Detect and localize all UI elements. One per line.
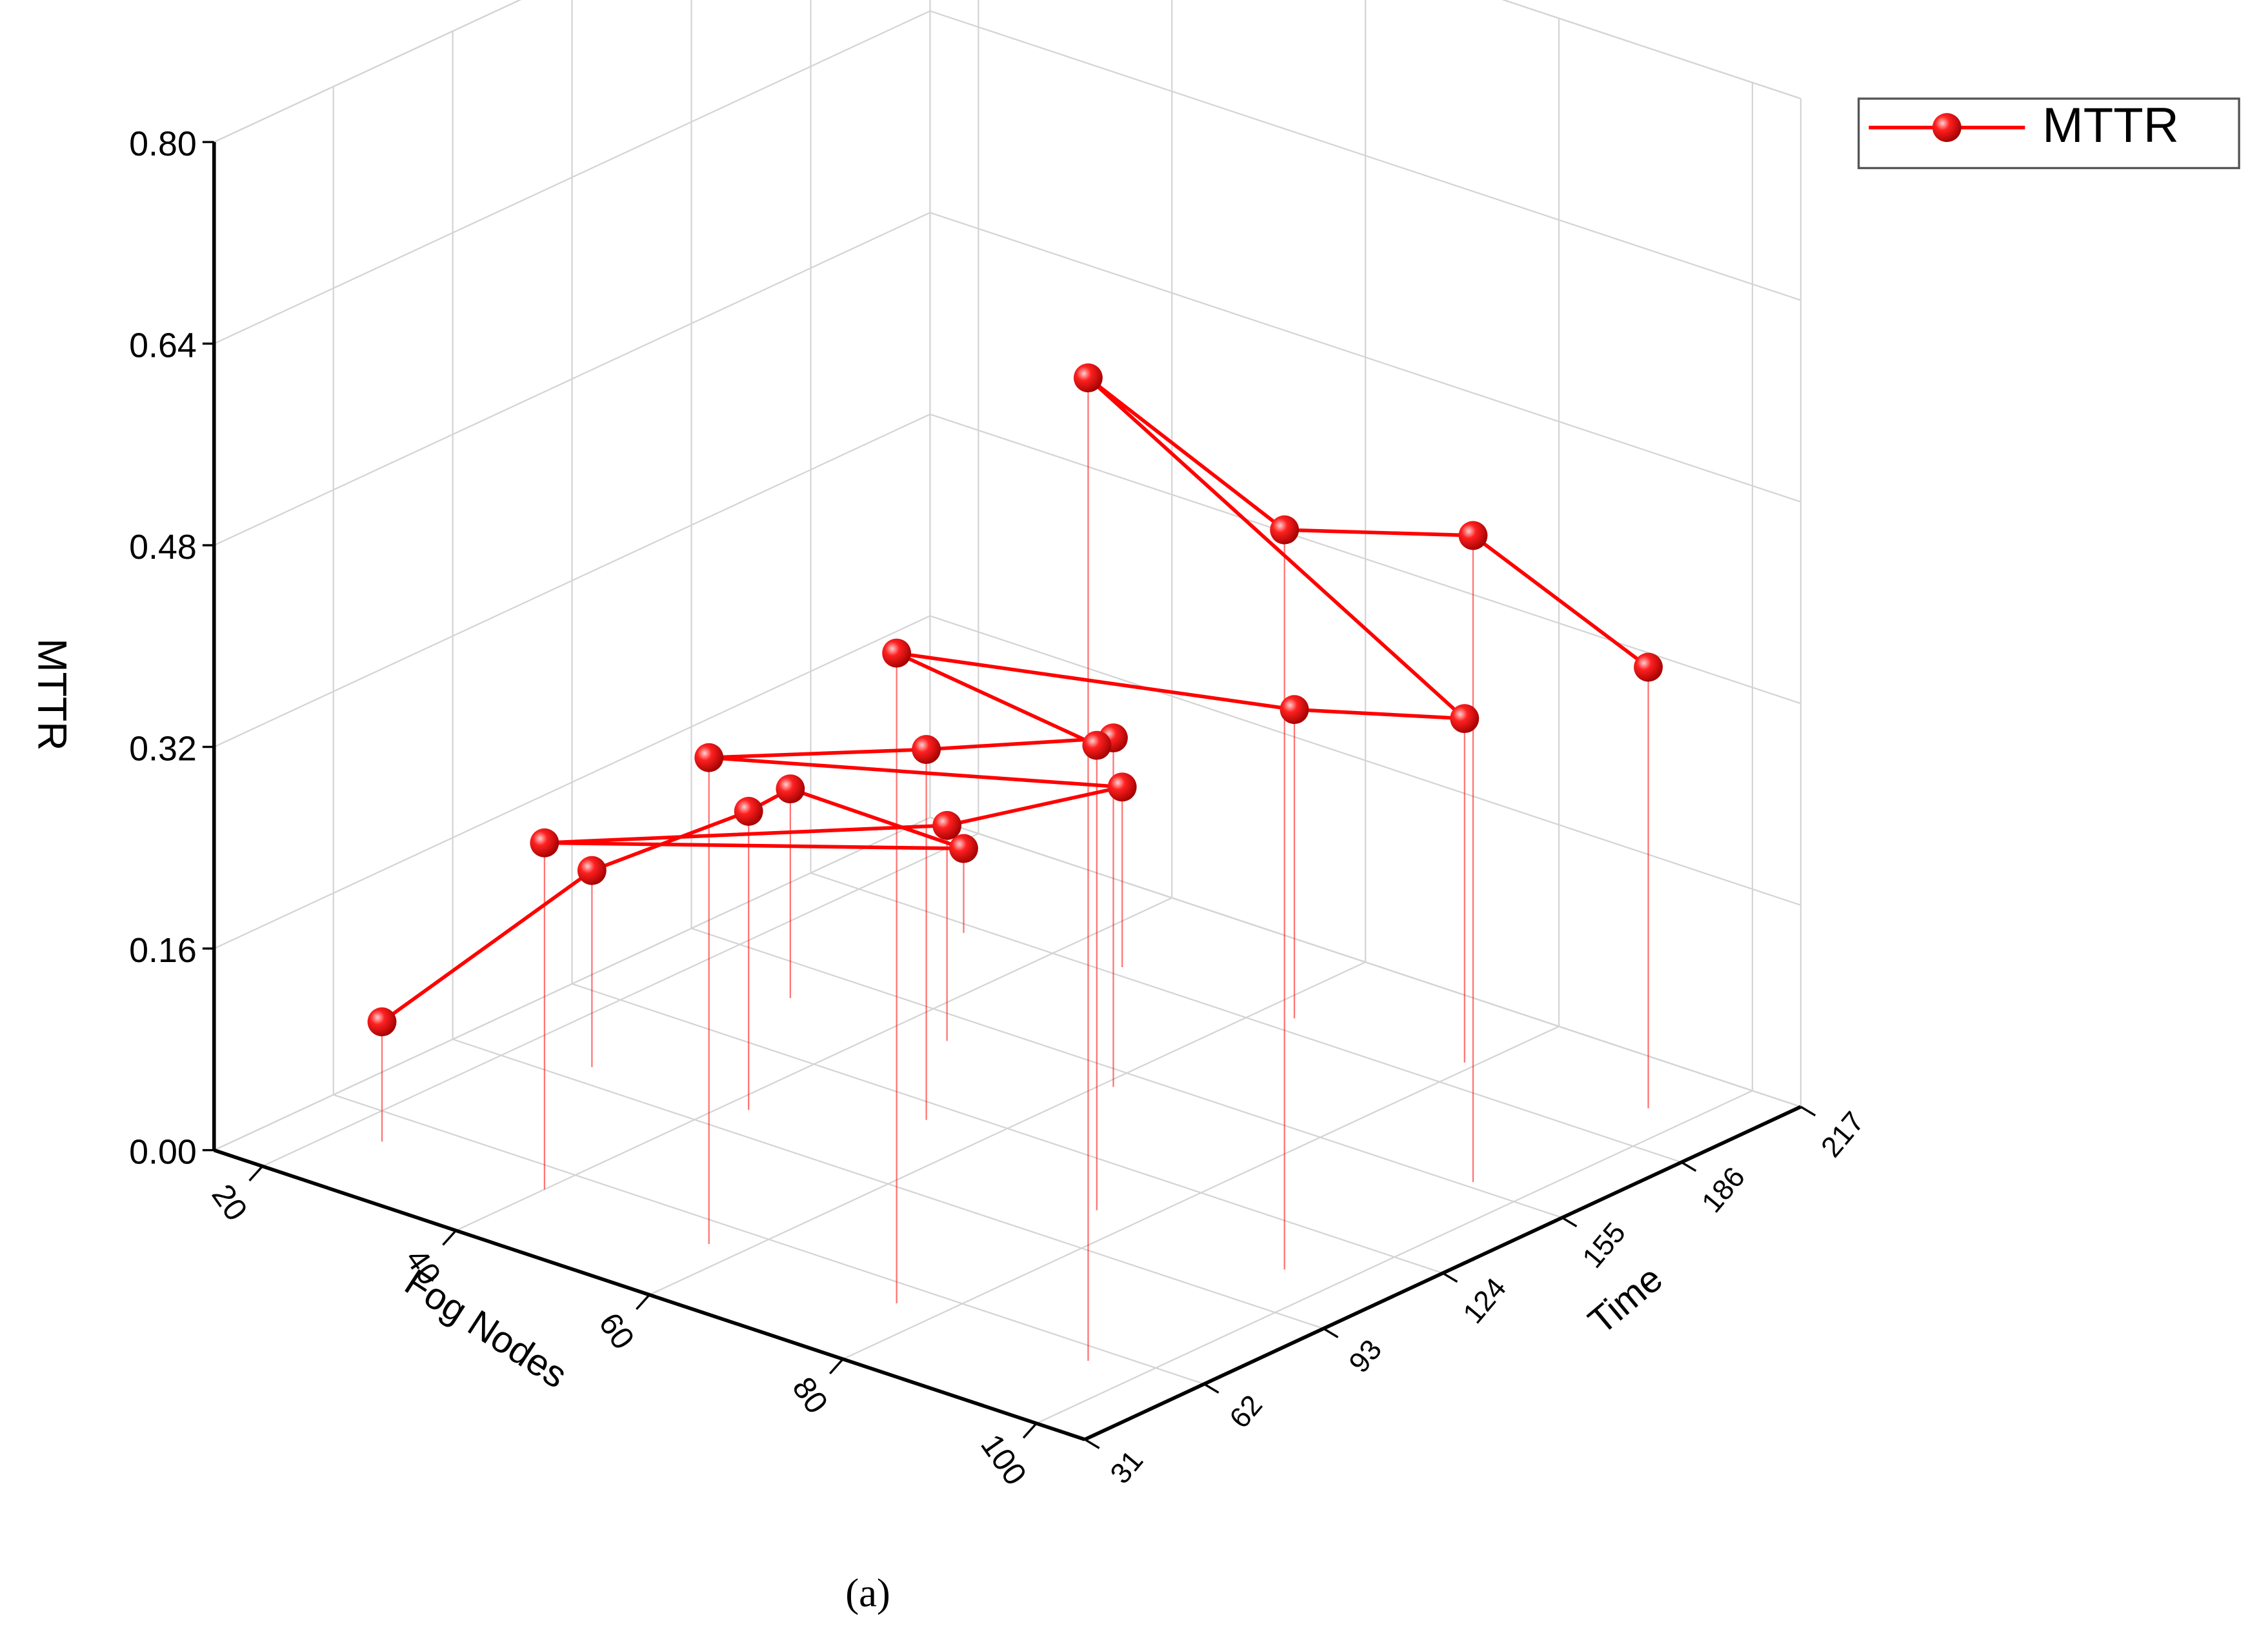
y-tick-label: 155 [1576, 1216, 1632, 1274]
y-tick [1084, 1438, 1100, 1449]
y-tick-label: 31 [1103, 1444, 1149, 1490]
grid-line [691, 927, 1563, 1219]
y-tick [1800, 1105, 1816, 1117]
y-tick-label: 93 [1342, 1333, 1388, 1379]
x-tick [1022, 1422, 1038, 1439]
x-axis-title: Fog Nodes [397, 1261, 574, 1396]
grid-line [810, 872, 1682, 1163]
marker [1458, 521, 1488, 550]
marker [912, 735, 941, 764]
marker [577, 856, 607, 885]
z-axis-title: MTTR [30, 638, 75, 750]
marker [530, 828, 559, 858]
legend-box [1857, 97, 2240, 170]
x-tick-label: 20 [205, 1178, 255, 1227]
marker [1634, 652, 1663, 682]
drop-layer [381, 377, 1649, 1361]
z-tick-label: 0.64 [129, 326, 197, 365]
y-tick [1203, 1383, 1219, 1394]
marker [1270, 515, 1300, 545]
marker [1107, 772, 1137, 802]
y-tick [1323, 1327, 1339, 1338]
marker [882, 638, 912, 668]
grid-line [214, 0, 522, 143]
legend-marker [1932, 113, 1962, 143]
grid-line [333, 1094, 1205, 1385]
marker [694, 743, 724, 772]
grid-line [452, 1038, 1324, 1330]
marker [367, 1007, 397, 1037]
marker [1082, 730, 1112, 760]
marker [1450, 704, 1480, 734]
y-tick-label: 62 [1223, 1389, 1269, 1434]
legend-label: MTTR [2042, 98, 2179, 153]
caption: (a) [845, 1570, 890, 1616]
x-tick [828, 1358, 844, 1374]
marker [734, 796, 763, 826]
z-tick-label: 0.80 [129, 125, 197, 163]
x-tick [636, 1294, 650, 1310]
y-tick-label: 217 [1814, 1105, 1871, 1163]
y-tick [1681, 1161, 1697, 1172]
x-tick [248, 1165, 263, 1182]
y-tick [1442, 1272, 1458, 1283]
y-axis-title: Time [1581, 1258, 1671, 1343]
x-tick-label: 80 [785, 1370, 835, 1419]
z-tick-label: 0.48 [129, 528, 197, 567]
y-tick-label: 186 [1695, 1161, 1751, 1219]
grid-line [1501, 0, 1801, 99]
y-tick-label: 124 [1456, 1272, 1512, 1330]
marker [776, 774, 805, 804]
y-tick [1561, 1216, 1578, 1228]
grid-line [572, 983, 1443, 1274]
z-tick-label: 0.00 [129, 1133, 197, 1172]
legend: MTTR [1857, 97, 2240, 170]
x-tick [442, 1230, 457, 1246]
marker [1074, 363, 1103, 393]
line-layer [367, 363, 1663, 1037]
grid-line [930, 816, 1801, 1108]
marker [932, 810, 962, 840]
z-tick-label: 0.16 [129, 931, 197, 970]
z-tick-label: 0.32 [129, 730, 197, 768]
marker [949, 834, 978, 863]
marker [1280, 695, 1309, 725]
x-tick-label: 60 [592, 1307, 641, 1356]
grid-layer [213, 0, 1802, 1440]
